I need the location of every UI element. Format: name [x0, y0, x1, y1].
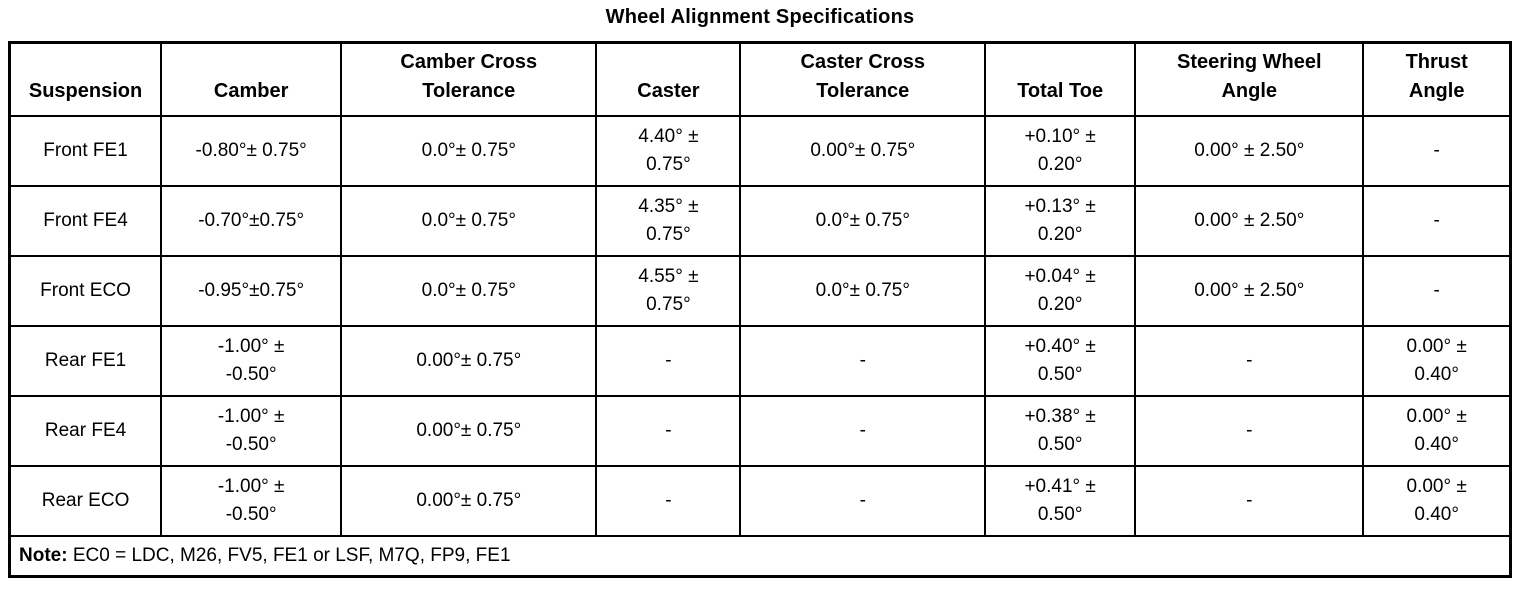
column-header-camber-cross-tolerance: Camber Cross Tolerance: [340, 41, 598, 117]
table-row-rear-fe4: Rear FE4 -1.00° ± -0.50° 0.00°± 0.75° - …: [8, 395, 1512, 467]
cell-thrust-angle: -: [1362, 115, 1512, 187]
cell-caster: 4.40° ± 0.75°: [595, 115, 742, 187]
cell-steering-wheel-angle: 0.00° ± 2.50°: [1134, 115, 1365, 187]
cell-thrust-angle: 0.00° ± 0.40°: [1362, 395, 1512, 467]
table-row-front-eco: Front ECO -0.95°±0.75° 0.0°± 0.75° 4.55°…: [8, 255, 1512, 327]
cell-camber: -0.70°±0.75°: [160, 185, 343, 257]
cell-camber-cross-tolerance: 0.0°± 0.75°: [340, 115, 598, 187]
column-header-thrust-angle: Thrust Angle: [1362, 41, 1512, 117]
cell-caster-cross-tolerance: -: [739, 325, 987, 397]
cell-steering-wheel-angle: -: [1134, 395, 1365, 467]
cell-camber: -0.80°± 0.75°: [160, 115, 343, 187]
cell-total-toe: +0.40° ± 0.50°: [984, 325, 1137, 397]
cell-suspension: Rear FE4: [8, 395, 163, 467]
cell-steering-wheel-angle: 0.00° ± 2.50°: [1134, 255, 1365, 327]
cell-thrust-angle: 0.00° ± 0.40°: [1362, 465, 1512, 537]
cell-suspension: Front FE4: [8, 185, 163, 257]
wheel-alignment-table: Suspension Camber Camber Cross Tolerance…: [8, 41, 1512, 578]
cell-total-toe: +0.13° ± 0.20°: [984, 185, 1137, 257]
page-title: Wheel Alignment Specifications: [605, 6, 915, 28]
column-header-caster-cross-tolerance: Caster Cross Tolerance: [739, 41, 987, 117]
cell-camber-cross-tolerance: 0.00°± 0.75°: [340, 325, 598, 397]
note-cell: Note: EC0 = LDC, M26, FV5, FE1 or LSF, M…: [8, 535, 1512, 578]
cell-caster: 4.35° ± 0.75°: [595, 185, 742, 257]
column-header-steering-wheel-angle: Steering Wheel Angle: [1134, 41, 1365, 117]
cell-suspension: Rear ECO: [8, 465, 163, 537]
column-header-caster: Caster: [595, 41, 742, 117]
cell-caster-cross-tolerance: -: [739, 395, 987, 467]
cell-camber-cross-tolerance: 0.0°± 0.75°: [340, 185, 598, 257]
cell-thrust-angle: -: [1362, 185, 1512, 257]
header-row: Suspension Camber Camber Cross Tolerance…: [8, 41, 1512, 117]
cell-steering-wheel-angle: -: [1134, 465, 1365, 537]
cell-total-toe: +0.41° ± 0.50°: [984, 465, 1137, 537]
cell-thrust-angle: -: [1362, 255, 1512, 327]
cell-camber-cross-tolerance: 0.0°± 0.75°: [340, 255, 598, 327]
cell-steering-wheel-angle: 0.00° ± 2.50°: [1134, 185, 1365, 257]
cell-camber: -1.00° ± -0.50°: [160, 465, 343, 537]
note-text: EC0 = LDC, M26, FV5, FE1 or LSF, M7Q, FP…: [67, 544, 511, 566]
cell-thrust-angle: 0.00° ± 0.40°: [1362, 325, 1512, 397]
cell-caster-cross-tolerance: 0.0°± 0.75°: [739, 185, 987, 257]
column-header-camber: Camber: [160, 41, 343, 117]
table-row-front-fe4: Front FE4 -0.70°±0.75° 0.0°± 0.75° 4.35°…: [8, 185, 1512, 257]
cell-caster: -: [595, 325, 742, 397]
cell-total-toe: +0.10° ± 0.20°: [984, 115, 1137, 187]
cell-suspension: Rear FE1: [8, 325, 163, 397]
cell-camber: -0.95°±0.75°: [160, 255, 343, 327]
cell-total-toe: +0.38° ± 0.50°: [984, 395, 1137, 467]
table-row-rear-eco: Rear ECO -1.00° ± -0.50° 0.00°± 0.75° - …: [8, 465, 1512, 537]
cell-camber-cross-tolerance: 0.00°± 0.75°: [340, 465, 598, 537]
cell-camber: -1.00° ± -0.50°: [160, 325, 343, 397]
cell-total-toe: +0.04° ± 0.20°: [984, 255, 1137, 327]
table-row-rear-fe1: Rear FE1 -1.00° ± -0.50° 0.00°± 0.75° - …: [8, 325, 1512, 397]
cell-camber: -1.00° ± -0.50°: [160, 395, 343, 467]
cell-caster: 4.55° ± 0.75°: [595, 255, 742, 327]
note-row: Note: EC0 = LDC, M26, FV5, FE1 or LSF, M…: [8, 535, 1512, 578]
table-row-front-fe1: Front FE1 -0.80°± 0.75° 0.0°± 0.75° 4.40…: [8, 115, 1512, 187]
cell-caster-cross-tolerance: 0.0°± 0.75°: [739, 255, 987, 327]
cell-suspension: Front ECO: [8, 255, 163, 327]
cell-caster-cross-tolerance: 0.00°± 0.75°: [739, 115, 987, 187]
cell-suspension: Front FE1: [8, 115, 163, 187]
cell-steering-wheel-angle: -: [1134, 325, 1365, 397]
column-header-suspension: Suspension: [8, 41, 163, 117]
cell-caster: -: [595, 395, 742, 467]
column-header-total-toe: Total Toe: [984, 41, 1137, 117]
cell-caster-cross-tolerance: -: [739, 465, 987, 537]
cell-caster: -: [595, 465, 742, 537]
note-label: Note:: [19, 544, 68, 566]
cell-camber-cross-tolerance: 0.00°± 0.75°: [340, 395, 598, 467]
